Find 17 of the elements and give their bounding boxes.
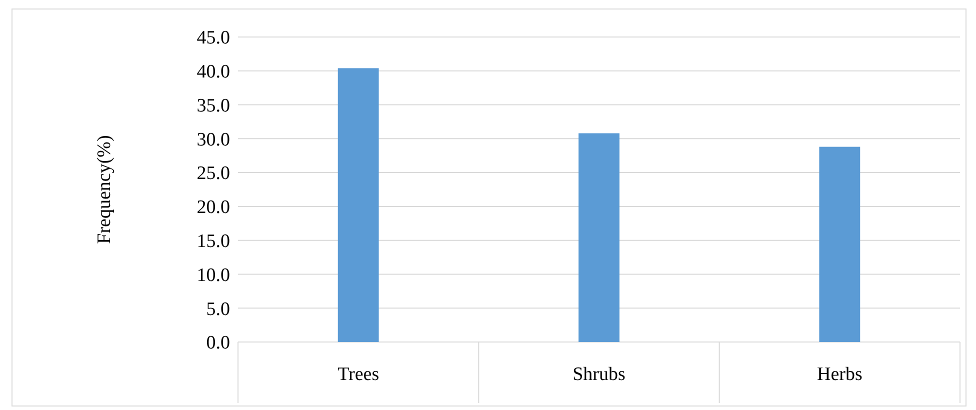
y-tick-label: 25.0 (196, 163, 230, 184)
y-tick-label: 15.0 (196, 230, 230, 252)
bar (338, 68, 379, 342)
y-tick-label: 20.0 (196, 197, 230, 218)
y-tick-label: 35.0 (196, 95, 230, 116)
y-tick-label: 30.0 (196, 129, 230, 150)
x-tick-label: Herbs (816, 364, 862, 385)
bar (578, 133, 620, 342)
y-tick-label: 10.0 (196, 264, 230, 286)
y-axis-title: Frequency(%) (94, 135, 115, 244)
x-tick-label: Trees (338, 364, 380, 385)
y-tick-label: 0.0 (206, 332, 230, 354)
x-tick-label: Shrubs (572, 364, 626, 385)
y-tick-label: 5.0 (206, 298, 230, 320)
y-tick-label: 40.0 (196, 62, 230, 83)
bar (819, 146, 860, 342)
y-tick-label: 45.0 (196, 28, 230, 49)
